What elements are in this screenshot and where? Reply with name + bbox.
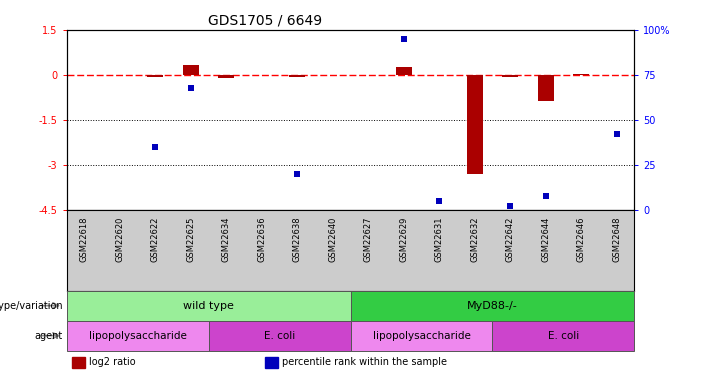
Bar <box>538 75 554 100</box>
Text: GSM22642: GSM22642 <box>505 216 515 262</box>
Text: GSM22644: GSM22644 <box>541 216 550 262</box>
Text: GSM22618: GSM22618 <box>80 216 89 262</box>
Title: GDS1705 / 6649: GDS1705 / 6649 <box>208 13 322 27</box>
Bar <box>147 75 163 76</box>
Text: GSM22632: GSM22632 <box>470 216 479 262</box>
Point <box>292 171 303 177</box>
FancyBboxPatch shape <box>350 321 492 351</box>
Bar <box>183 64 199 75</box>
Text: E. coli: E. coli <box>547 331 579 340</box>
Text: lipopolysaccharide: lipopolysaccharide <box>372 331 470 340</box>
Point <box>150 144 161 150</box>
Text: lipopolysaccharide: lipopolysaccharide <box>88 331 186 340</box>
Point <box>540 193 551 199</box>
Text: percentile rank within the sample: percentile rank within the sample <box>283 357 447 368</box>
Text: log2 ratio: log2 ratio <box>89 357 136 368</box>
Bar <box>396 67 411 75</box>
Point <box>611 131 622 137</box>
Text: wild type: wild type <box>183 301 234 310</box>
Point <box>398 36 409 42</box>
FancyBboxPatch shape <box>67 291 350 321</box>
Bar <box>467 75 483 174</box>
Text: MyD88-/-: MyD88-/- <box>467 301 518 310</box>
Text: GSM22638: GSM22638 <box>293 216 301 262</box>
Bar <box>218 75 234 78</box>
Text: GSM22646: GSM22646 <box>577 216 585 262</box>
Bar <box>72 357 85 368</box>
Point <box>505 203 516 209</box>
Text: GSM22640: GSM22640 <box>328 216 337 262</box>
Text: GSM22625: GSM22625 <box>186 216 196 262</box>
Text: GSM22648: GSM22648 <box>612 216 621 262</box>
Text: agent: agent <box>35 331 63 340</box>
Text: genotype/variation: genotype/variation <box>0 301 63 310</box>
Bar <box>265 357 278 368</box>
Text: E. coli: E. coli <box>264 331 295 340</box>
FancyBboxPatch shape <box>350 291 634 321</box>
Text: GSM22622: GSM22622 <box>151 216 160 262</box>
FancyBboxPatch shape <box>492 321 634 351</box>
Bar <box>290 75 305 77</box>
Bar <box>502 75 518 76</box>
Text: GSM22629: GSM22629 <box>400 216 408 262</box>
Text: GSM22631: GSM22631 <box>435 216 444 262</box>
Point <box>185 85 196 91</box>
Text: GSM22636: GSM22636 <box>257 216 266 262</box>
Text: GSM22620: GSM22620 <box>116 216 124 262</box>
Point <box>434 198 445 204</box>
FancyBboxPatch shape <box>67 321 209 351</box>
FancyBboxPatch shape <box>209 321 350 351</box>
Bar <box>573 74 589 75</box>
Text: GSM22634: GSM22634 <box>222 216 231 262</box>
Text: GSM22627: GSM22627 <box>364 216 373 262</box>
